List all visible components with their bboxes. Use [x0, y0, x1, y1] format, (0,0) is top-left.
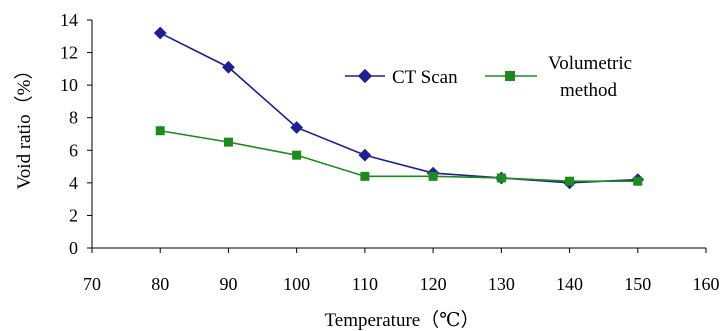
series-ct-scan: [153, 26, 645, 190]
x-tick-label: 160: [693, 274, 720, 294]
data-point-volumetric-method: [496, 173, 506, 183]
data-point-ct-scan: [222, 60, 235, 74]
data-point-volumetric-method: [565, 176, 575, 186]
series-line-volumetric-method: [160, 129, 638, 183]
y-tick-label: 8: [69, 108, 78, 128]
x-tick-label: 70: [83, 274, 101, 294]
x-axis-title: Temperature（℃）: [325, 309, 480, 331]
chart-axes: [87, 19, 707, 253]
x-tick-label: 100: [283, 274, 310, 294]
y-tick-label: 10: [60, 75, 78, 95]
y-axis-title: Void ratio（%）: [13, 61, 35, 190]
y-tick-label: 2: [69, 205, 78, 225]
series-volumetric-method: [155, 126, 643, 186]
data-point-volumetric-method: [360, 171, 370, 181]
data-point-volumetric-method: [428, 171, 438, 181]
legend-marker-ct-scan: [357, 68, 373, 84]
y-tick-label: 14: [60, 10, 78, 30]
data-point-ct-scan: [153, 26, 167, 40]
data-point-volumetric-method: [292, 150, 302, 160]
y-tick-labels: 0 2 4 6 8 10 12 14: [60, 10, 78, 258]
x-tick-labels: 70 80 90 100 110 120 130 140 150 160: [83, 274, 720, 294]
data-point-volumetric-method: [223, 137, 233, 147]
legend-marker-volumetric: [505, 71, 515, 81]
legend: CT Scan Volumetric method: [345, 53, 632, 101]
series-line-ct-scan: [159, 32, 638, 184]
x-tick-label: 80: [151, 274, 169, 294]
legend-item-ct-scan: CT Scan: [345, 67, 458, 88]
x-tick-label: 150: [624, 274, 651, 294]
x-tick-label: 90: [219, 274, 237, 294]
data-point-ct-scan: [290, 121, 304, 134]
y-tick-label: 12: [60, 43, 78, 63]
data-point-volumetric-method: [155, 126, 165, 136]
x-tick-label: 120: [420, 274, 447, 294]
y-tick-label: 0: [69, 238, 78, 258]
legend-label-volumetric-line1: Volumetric: [548, 53, 632, 74]
x-tick-label: 110: [352, 274, 378, 294]
legend-item-volumetric: Volumetric method: [485, 53, 632, 101]
y-tick-label: 6: [69, 140, 78, 160]
legend-label-ct-scan: CT Scan: [392, 67, 458, 88]
x-tick-label: 140: [556, 274, 583, 294]
legend-label-volumetric-line2: method: [560, 80, 617, 101]
y-tick-label: 4: [69, 173, 78, 193]
x-tick-label: 130: [488, 274, 515, 294]
data-point-ct-scan: [358, 148, 372, 162]
data-point-volumetric-method: [633, 176, 643, 186]
series-layer: [153, 26, 645, 190]
